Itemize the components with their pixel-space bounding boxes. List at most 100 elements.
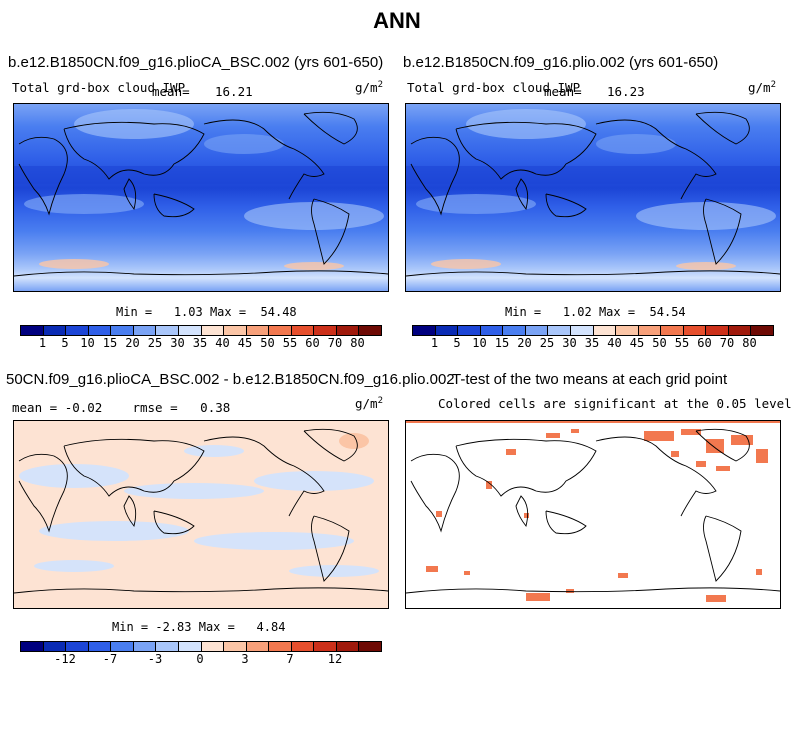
colorbar-swatch [336,326,360,335]
colorbar-swatch [751,326,773,335]
colorbar-label: 25 [539,336,555,350]
colorbar-label: 10 [472,336,487,350]
colorbar-swatch [224,642,247,651]
colorbar-swatch [616,326,639,335]
panel-tr-colorbar-labels: 1 5 10 15 20 25 30 35 40 45 50 55 60 70 80 [412,336,772,352]
colorbar-label: 5 [453,336,461,350]
colorbar-swatch [336,642,360,651]
panel-br-title: T-test of the two means at each grid poi… [452,371,728,388]
panel-bl-map [13,420,389,609]
colorbar-swatch [269,642,292,651]
panel-tl-colorbar [20,325,382,336]
colorbar-label: 5 [61,336,69,350]
colorbar-swatch [548,326,571,335]
colorbar-label: 40 [215,336,230,350]
panel-bl-minmax: Min = -2.83 Max = 4.84 [112,620,286,634]
panel-tr-mean-label: mean= [544,84,582,99]
panel-tr-map [405,103,781,292]
colorbar-label: 30 [170,336,185,350]
colorbar-label: 12 [327,652,343,666]
colorbar-swatch [111,642,134,651]
colorbar-swatch [66,642,89,651]
colorbar-label: 0 [196,652,204,666]
colorbar-swatch [156,326,179,335]
colorbar-label: -7 [102,652,118,666]
panel-tl-minmax: Min = 1.03 Max = 54.48 [116,305,297,319]
panel-tr-variable: Total grd-box cloud IWP [407,80,581,95]
colorbar-label: 80 [350,336,365,350]
colorbar-swatch [133,326,157,335]
colorbar-swatch [314,326,337,335]
panel-tl-units: g/m2 [355,80,383,96]
colorbar-swatch [43,642,67,651]
panel-tl-mean-value: 16.21 [215,84,253,99]
colorbar-swatch [133,642,157,651]
colorbar-label: 15 [102,336,118,350]
colorbar-swatch [246,642,270,651]
colorbar-swatch [593,326,617,335]
colorbar-swatch [224,326,247,335]
colorbar-swatch [178,642,202,651]
colorbar-swatch [156,642,179,651]
colorbar-swatch [638,326,662,335]
panel-bl-title: 50CN.f09_g16.plioCA_BSC.002 - b.e12.B185… [6,371,455,388]
colorbar-swatch [43,326,67,335]
colorbar-label: 20 [517,336,532,350]
colorbar-swatch [480,326,504,335]
colorbar-label: 25 [147,336,163,350]
colorbar-label: 55 [282,336,298,350]
panel-tl-map [13,103,389,292]
panel-br-map [405,420,781,609]
colorbar-label: 45 [629,336,645,350]
colorbar-swatch [359,642,381,651]
colorbar-label: 70 [719,336,735,350]
colorbar-swatch [269,326,292,335]
colorbar-swatch [111,326,134,335]
colorbar-swatch [706,326,729,335]
colorbar-label: -3 [147,652,163,666]
figure-title: ANN [373,8,421,33]
colorbar-swatch [413,326,436,335]
colorbar-label: 1 [430,336,439,350]
panel-tl-mean-label: mean= [152,84,190,99]
panel-br-subtitle: Colored cells are significant at the 0.0… [438,396,792,411]
colorbar-swatch [201,326,225,335]
panel-tr-units: g/m2 [748,80,776,96]
colorbar-label: 30 [562,336,577,350]
panel-bl-mean: mean = -0.02 rmse = 0.38 [12,400,231,415]
colorbar-label: 15 [494,336,510,350]
colorbar-label: 45 [237,336,253,350]
colorbar-swatch [88,326,112,335]
colorbar-swatch [359,326,381,335]
colorbar-swatch [435,326,459,335]
colorbar-label: 20 [125,336,140,350]
colorbar-label: 35 [192,336,208,350]
colorbar-label: -12 [54,652,76,666]
panel-bl-colorbar-labels: -12 -7 -3 0 3 7 12 [20,652,380,668]
colorbar-swatch [21,326,44,335]
colorbar-label: 1 [38,336,47,350]
colorbar-swatch [314,642,337,651]
colorbar-label: 55 [674,336,690,350]
colorbar-label: 7 [286,652,294,666]
colorbar-label: 3 [241,652,249,666]
colorbar-swatch [683,326,707,335]
colorbar-swatch [66,326,89,335]
colorbar-label: 40 [607,336,622,350]
colorbar-swatch [728,326,752,335]
panel-tr-mean-value: 16.23 [607,84,645,99]
colorbar-swatch [570,326,594,335]
colorbar-swatch [21,642,44,651]
colorbar-swatch [178,326,202,335]
colorbar-label: 50 [260,336,275,350]
colorbar-swatch [291,642,315,651]
colorbar-label: 60 [305,336,320,350]
colorbar-swatch [458,326,481,335]
panel-tl-variable: Total grd-box cloud IWP [12,80,186,95]
panel-tl-title: b.e12.B1850CN.f09_g16.plioCA_BSC.002 (yr… [8,54,384,71]
colorbar-label: 10 [80,336,95,350]
colorbar-label: 35 [584,336,600,350]
colorbar-swatch [661,326,684,335]
colorbar-swatch [503,326,526,335]
colorbar-label: 60 [697,336,712,350]
